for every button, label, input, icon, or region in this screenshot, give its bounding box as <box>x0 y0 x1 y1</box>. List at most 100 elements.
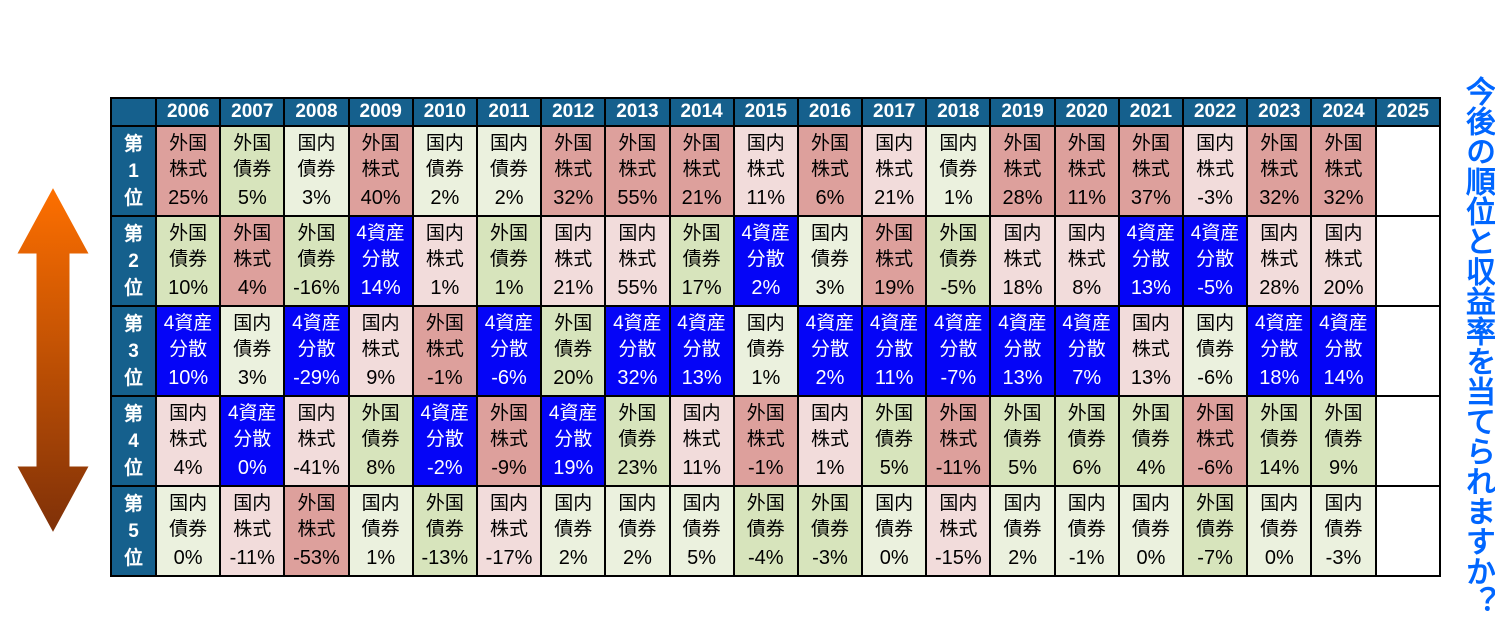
asset-cell: 国内 債券 0% <box>154 485 222 577</box>
year-header-2011: 2011 <box>475 97 543 127</box>
asset-cell: 4資産 分散 -7% <box>925 305 992 397</box>
empty-cell <box>1374 395 1442 487</box>
asset-cell: 国内 債券 0% <box>1246 485 1313 577</box>
corner-cell <box>110 97 157 127</box>
asset-cell: 国内 株式 8% <box>1053 215 1120 307</box>
year-header-2014: 2014 <box>668 97 735 127</box>
asset-cell: 国内 株式 55% <box>604 215 671 307</box>
asset-cell: 国内 債券 3% <box>219 305 286 397</box>
asset-cell: 外国 株式 32% <box>1246 125 1313 217</box>
ranking-table: 2006 2007 2008 2009 2010 2011 2012 2013 2014 2015… <box>110 97 1442 577</box>
asset-cell: 国内 株式 13% <box>1117 305 1185 397</box>
asset-cell: 外国 株式 4% <box>219 215 286 307</box>
asset-cell: 国内 株式 1% <box>796 395 864 487</box>
asset-cell: 国内 債券 0% <box>861 485 928 577</box>
asset-cell: 国内 債券 3% <box>796 215 864 307</box>
asset-cell: 4資産 分散 7% <box>1053 305 1120 397</box>
year-header-2009: 2009 <box>347 97 414 127</box>
year-header-2010: 2010 <box>411 97 478 127</box>
asset-cell: 国内 債券 5% <box>668 485 735 577</box>
side-note: 今後の順位と収益率を当てられますか？ <box>1461 76 1494 616</box>
asset-cell: 4資産 分散 18% <box>1246 305 1313 397</box>
asset-cell: 国内 債券 2% <box>475 125 543 217</box>
year-header-2024: 2024 <box>1310 97 1377 127</box>
asset-cell: 4資産 分散 14% <box>1310 305 1377 397</box>
year-header-2007: 2007 <box>219 97 286 127</box>
table-row: 第 4 位国内 株式 4% 4資産 分散 0% 国内 株式 -41% 外国 債券 8% 4資産 分散 -2% 外国… <box>110 395 1442 487</box>
table-row: 第 5 位国内 債券 0% 国内 株式 -11% 外国 株式 -53% 国内 債券 1% 外国 債券 -13% 国… <box>110 485 1442 577</box>
asset-cell: 外国 株式 28% <box>989 125 1056 217</box>
asset-cell: 外国 債券 -7% <box>1181 485 1249 577</box>
asset-cell: 外国 株式 -11% <box>925 395 992 487</box>
table-row: 第 1 位外国 株式 25% 外国 債券 5% 国内 債券 3% 外国 株式 40% 国内 債券 2% 国内 債券 2… <box>110 125 1442 217</box>
year-header-2015: 2015 <box>732 97 799 127</box>
asset-cell: 外国 債券 17% <box>668 215 735 307</box>
year-header-2020: 2020 <box>1053 97 1120 127</box>
asset-cell: 4資産 分散 13% <box>1117 215 1185 307</box>
asset-cell: 国内 債券 1% <box>925 125 992 217</box>
asset-cell: 国内 債券 1% <box>732 305 799 397</box>
asset-cell: 外国 債券 5% <box>989 395 1056 487</box>
asset-cell: 国内 株式 1% <box>411 215 478 307</box>
asset-cell: 外国 株式 -9% <box>475 395 543 487</box>
year-header-2021: 2021 <box>1117 97 1185 127</box>
year-header-row: 2006 2007 2008 2009 2010 2011 2012 2013 2014 2015… <box>110 97 1442 127</box>
asset-cell: 4資産 分散 -2% <box>411 395 478 487</box>
asset-cell: 外国 債券 -3% <box>796 485 864 577</box>
asset-cell: 外国 株式 37% <box>1117 125 1185 217</box>
table-row: 第 3 位 4資産 分散 10% 国内 債券 3% 4資産 分散 -29% 国内 株式 9% 外国 株式 -1% 4… <box>110 305 1442 397</box>
asset-cell: 4資産 分散 2% <box>732 215 799 307</box>
asset-cell: 国内 株式 -17% <box>475 485 543 577</box>
asset-cell: 外国 債券 -4% <box>732 485 799 577</box>
asset-cell: 4資産 分散 -29% <box>283 305 350 397</box>
asset-cell: 4資産 分散 14% <box>347 215 414 307</box>
asset-cell: 4資産 分散 32% <box>604 305 671 397</box>
asset-cell: 国内 株式 4% <box>154 395 222 487</box>
asset-cell: 国内 株式 11% <box>732 125 799 217</box>
asset-cell: 4資産 分散 11% <box>861 305 928 397</box>
asset-cell: 国内 債券 2% <box>411 125 478 217</box>
ranking-table-container: 2006 2007 2008 2009 2010 2011 2012 2013 2014 2015… <box>110 97 1442 577</box>
asset-cell: 外国 株式 -53% <box>283 485 350 577</box>
asset-cell: 国内 債券 2% <box>540 485 607 577</box>
asset-cell: 外国 債券 20% <box>540 305 607 397</box>
table-row: 第 2 位外国 債券 10% 外国 株式 4% 外国 債券 -16% 4資産 分散 14% 国内 株式 1% 外国… <box>110 215 1442 307</box>
asset-cell: 国内 株式 18% <box>989 215 1056 307</box>
year-header-2023: 2023 <box>1246 97 1313 127</box>
asset-cell: 外国 株式 6% <box>796 125 864 217</box>
asset-cell: 国内 債券 -6% <box>1181 305 1249 397</box>
asset-cell: 外国 株式 21% <box>668 125 735 217</box>
up-down-arrow-icon <box>12 181 94 539</box>
asset-cell: 国内 債券 1% <box>347 485 414 577</box>
asset-cell: 外国 株式 -1% <box>411 305 478 397</box>
asset-cell: 外国 債券 -13% <box>411 485 478 577</box>
asset-cell: 外国 株式 19% <box>861 215 928 307</box>
asset-cell: 外国 株式 55% <box>604 125 671 217</box>
asset-cell: 外国 債券 8% <box>347 395 414 487</box>
asset-cell: 4資産 分散 13% <box>989 305 1056 397</box>
asset-cell: 国内 株式 21% <box>861 125 928 217</box>
asset-cell: 外国 株式 11% <box>1053 125 1120 217</box>
asset-cell: 国内 債券 -3% <box>1310 485 1377 577</box>
year-header-2019: 2019 <box>989 97 1056 127</box>
asset-cell: 国内 株式 28% <box>1246 215 1313 307</box>
asset-cell: 国内 債券 -1% <box>1053 485 1120 577</box>
asset-cell: 外国 株式 32% <box>540 125 607 217</box>
asset-cell: 外国 債券 14% <box>1246 395 1313 487</box>
asset-cell: 国内 株式 -3% <box>1181 125 1249 217</box>
asset-cell: 外国 債券 4% <box>1117 395 1185 487</box>
asset-cell: 国内 株式 -41% <box>283 395 350 487</box>
asset-cell: 4資産 分散 -6% <box>475 305 543 397</box>
asset-cell: 4資産 分散 2% <box>796 305 864 397</box>
asset-cell: 国内 債券 2% <box>604 485 671 577</box>
asset-cell: 外国 株式 32% <box>1310 125 1377 217</box>
asset-cell: 外国 株式 25% <box>154 125 222 217</box>
asset-cell: 外国 債券 -16% <box>283 215 350 307</box>
year-header-2022: 2022 <box>1181 97 1249 127</box>
asset-cell: 国内 株式 21% <box>540 215 607 307</box>
empty-cell <box>1374 215 1442 307</box>
asset-cell: 外国 株式 40% <box>347 125 414 217</box>
